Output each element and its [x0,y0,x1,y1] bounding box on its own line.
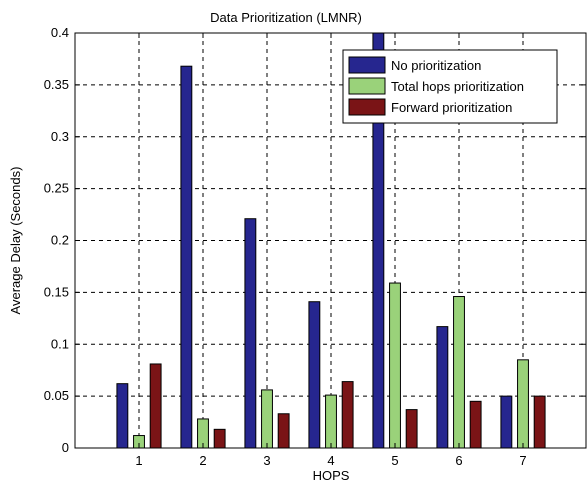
x-tick-label: 4 [327,453,334,468]
bar [389,282,401,449]
bar [277,413,290,449]
legend-label: No prioritization [391,58,481,73]
ticks-layer: 0 0.05 0.1 0.15 0.2 0.25 0.3 0.35 0.4 1 2 3 4 5 6 7 [44,25,586,468]
y-tick-label: 0.4 [51,25,69,40]
y-tick-label: 0.1 [51,336,69,351]
y-tick-label: 0.35 [44,77,69,92]
bar [500,395,513,449]
bar [213,428,226,449]
bar [469,400,482,449]
bar [436,326,449,449]
legend: No prioritization Total hops prioritizati… [342,49,558,124]
x-tick-label: 1 [135,453,142,468]
y-tick-label: 0.3 [51,129,69,144]
legend-swatch [348,77,386,95]
bar [180,65,193,449]
legend-swatch [348,98,386,116]
y-tick-label: 0.25 [44,181,69,196]
x-tick-label: 3 [263,453,270,468]
y-axis-title: Average Delay (Seconds) [8,167,23,315]
bar [325,394,337,449]
x-tick-label: 5 [391,453,398,468]
x-tick-label: 2 [199,453,206,468]
y-tick-label: 0 [62,440,69,455]
x-tick-label: 6 [455,453,462,468]
x-tick-label: 7 [519,453,526,468]
bar [405,409,418,449]
bar [149,363,162,449]
bar [116,383,129,449]
chart-title: Data Prioritization (LMNR) [210,10,362,25]
y-tick-label: 0.15 [44,284,69,299]
bar [244,218,257,449]
legend-swatch [348,56,386,74]
y-tick-label: 0.05 [44,388,69,403]
bar [261,389,273,449]
x-axis-title: HOPS [313,468,350,483]
bar [453,296,465,449]
bar [533,395,546,449]
legend-label: Total hops prioritization [391,79,524,94]
bar [341,381,354,449]
bar [308,301,321,449]
bar [517,359,529,449]
y-tick-label: 0.2 [51,233,69,248]
legend-label: Forward prioritization [391,100,512,115]
